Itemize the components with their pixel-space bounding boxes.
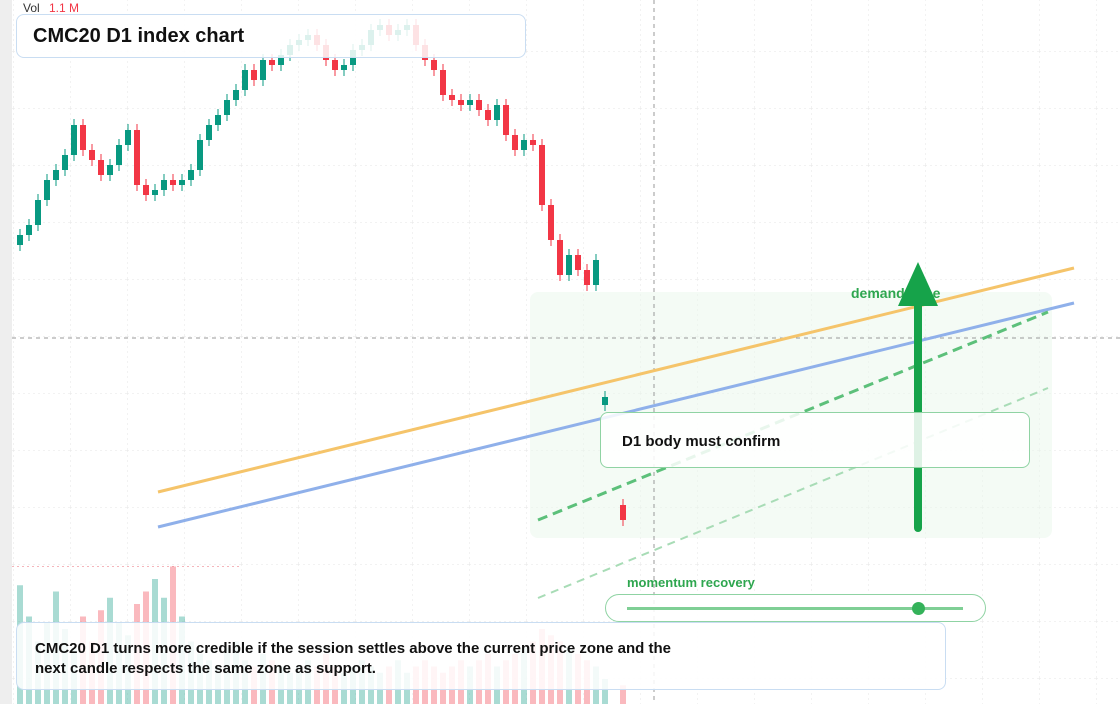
candle-body bbox=[548, 205, 554, 240]
candle-body bbox=[143, 185, 149, 195]
title: CMC20 D1 index chart bbox=[33, 25, 245, 47]
volume-bar bbox=[602, 679, 608, 704]
confirm-label: D1 body must confirm bbox=[622, 433, 781, 450]
candle-body bbox=[71, 125, 77, 155]
slider-knob bbox=[912, 602, 925, 615]
candle-body bbox=[269, 60, 275, 65]
candle-body bbox=[26, 225, 32, 235]
candle-body bbox=[467, 100, 473, 105]
title-box: CMC20 D1 index chart bbox=[16, 14, 526, 58]
candle-body bbox=[116, 145, 122, 165]
candle-body bbox=[188, 170, 194, 180]
volume-label: Vol bbox=[23, 1, 40, 15]
candle-body bbox=[557, 240, 563, 275]
candle-body bbox=[152, 190, 158, 195]
arrow-head bbox=[898, 262, 938, 306]
candle-body bbox=[431, 60, 437, 70]
note: CMC20 D1 turns more credible if the sess… bbox=[35, 640, 672, 677]
candle-body bbox=[134, 130, 140, 185]
confirm-box: D1 body must confirm bbox=[600, 412, 1030, 468]
momentum-slider bbox=[605, 594, 986, 622]
candle-body bbox=[17, 235, 23, 245]
candle-body bbox=[458, 100, 464, 105]
candle-body bbox=[98, 160, 104, 175]
candle-body bbox=[35, 200, 41, 225]
candle-body bbox=[494, 105, 500, 120]
candle-body bbox=[89, 150, 95, 160]
candle-body bbox=[566, 255, 572, 275]
candle-body bbox=[521, 140, 527, 150]
candle-body bbox=[584, 270, 590, 285]
candle-body bbox=[224, 100, 230, 115]
candle-body bbox=[440, 70, 446, 95]
candle-body bbox=[512, 135, 518, 150]
candle-body bbox=[278, 55, 284, 65]
candle-body bbox=[539, 145, 545, 205]
candle-body bbox=[260, 60, 266, 80]
candle-body bbox=[476, 100, 482, 110]
candle-body bbox=[251, 70, 257, 80]
candle-body bbox=[215, 115, 221, 125]
candle-body bbox=[125, 130, 131, 145]
candle-body bbox=[197, 140, 203, 170]
candle-body bbox=[44, 180, 50, 200]
candle-body bbox=[341, 65, 347, 70]
candle-body bbox=[602, 397, 608, 405]
candle-body bbox=[575, 255, 581, 270]
candle-body bbox=[80, 125, 86, 150]
candle-body bbox=[170, 180, 176, 185]
left-rail bbox=[0, 0, 12, 704]
candle-body bbox=[107, 165, 113, 175]
candle-body bbox=[332, 60, 338, 70]
candle-body bbox=[530, 140, 536, 145]
support-line-faint bbox=[537, 387, 1049, 599]
candle-body bbox=[206, 125, 212, 140]
slider-track bbox=[627, 607, 963, 610]
momentum-label: momentum recovery bbox=[627, 575, 755, 590]
volume-value: 1.1 M bbox=[49, 1, 79, 15]
candle-body bbox=[161, 180, 167, 190]
candle-body bbox=[620, 505, 626, 520]
candle-body bbox=[62, 155, 68, 170]
candle-body bbox=[485, 110, 491, 120]
note-box: CMC20 D1 turns more credible if the sess… bbox=[16, 622, 946, 690]
candle-body bbox=[593, 260, 599, 285]
candle-body bbox=[233, 90, 239, 100]
candle-body bbox=[242, 70, 248, 90]
candle-body bbox=[449, 95, 455, 100]
candle-body bbox=[503, 105, 509, 135]
volume-bar bbox=[620, 685, 626, 704]
candle-body bbox=[179, 180, 185, 185]
candle-body bbox=[53, 170, 59, 180]
